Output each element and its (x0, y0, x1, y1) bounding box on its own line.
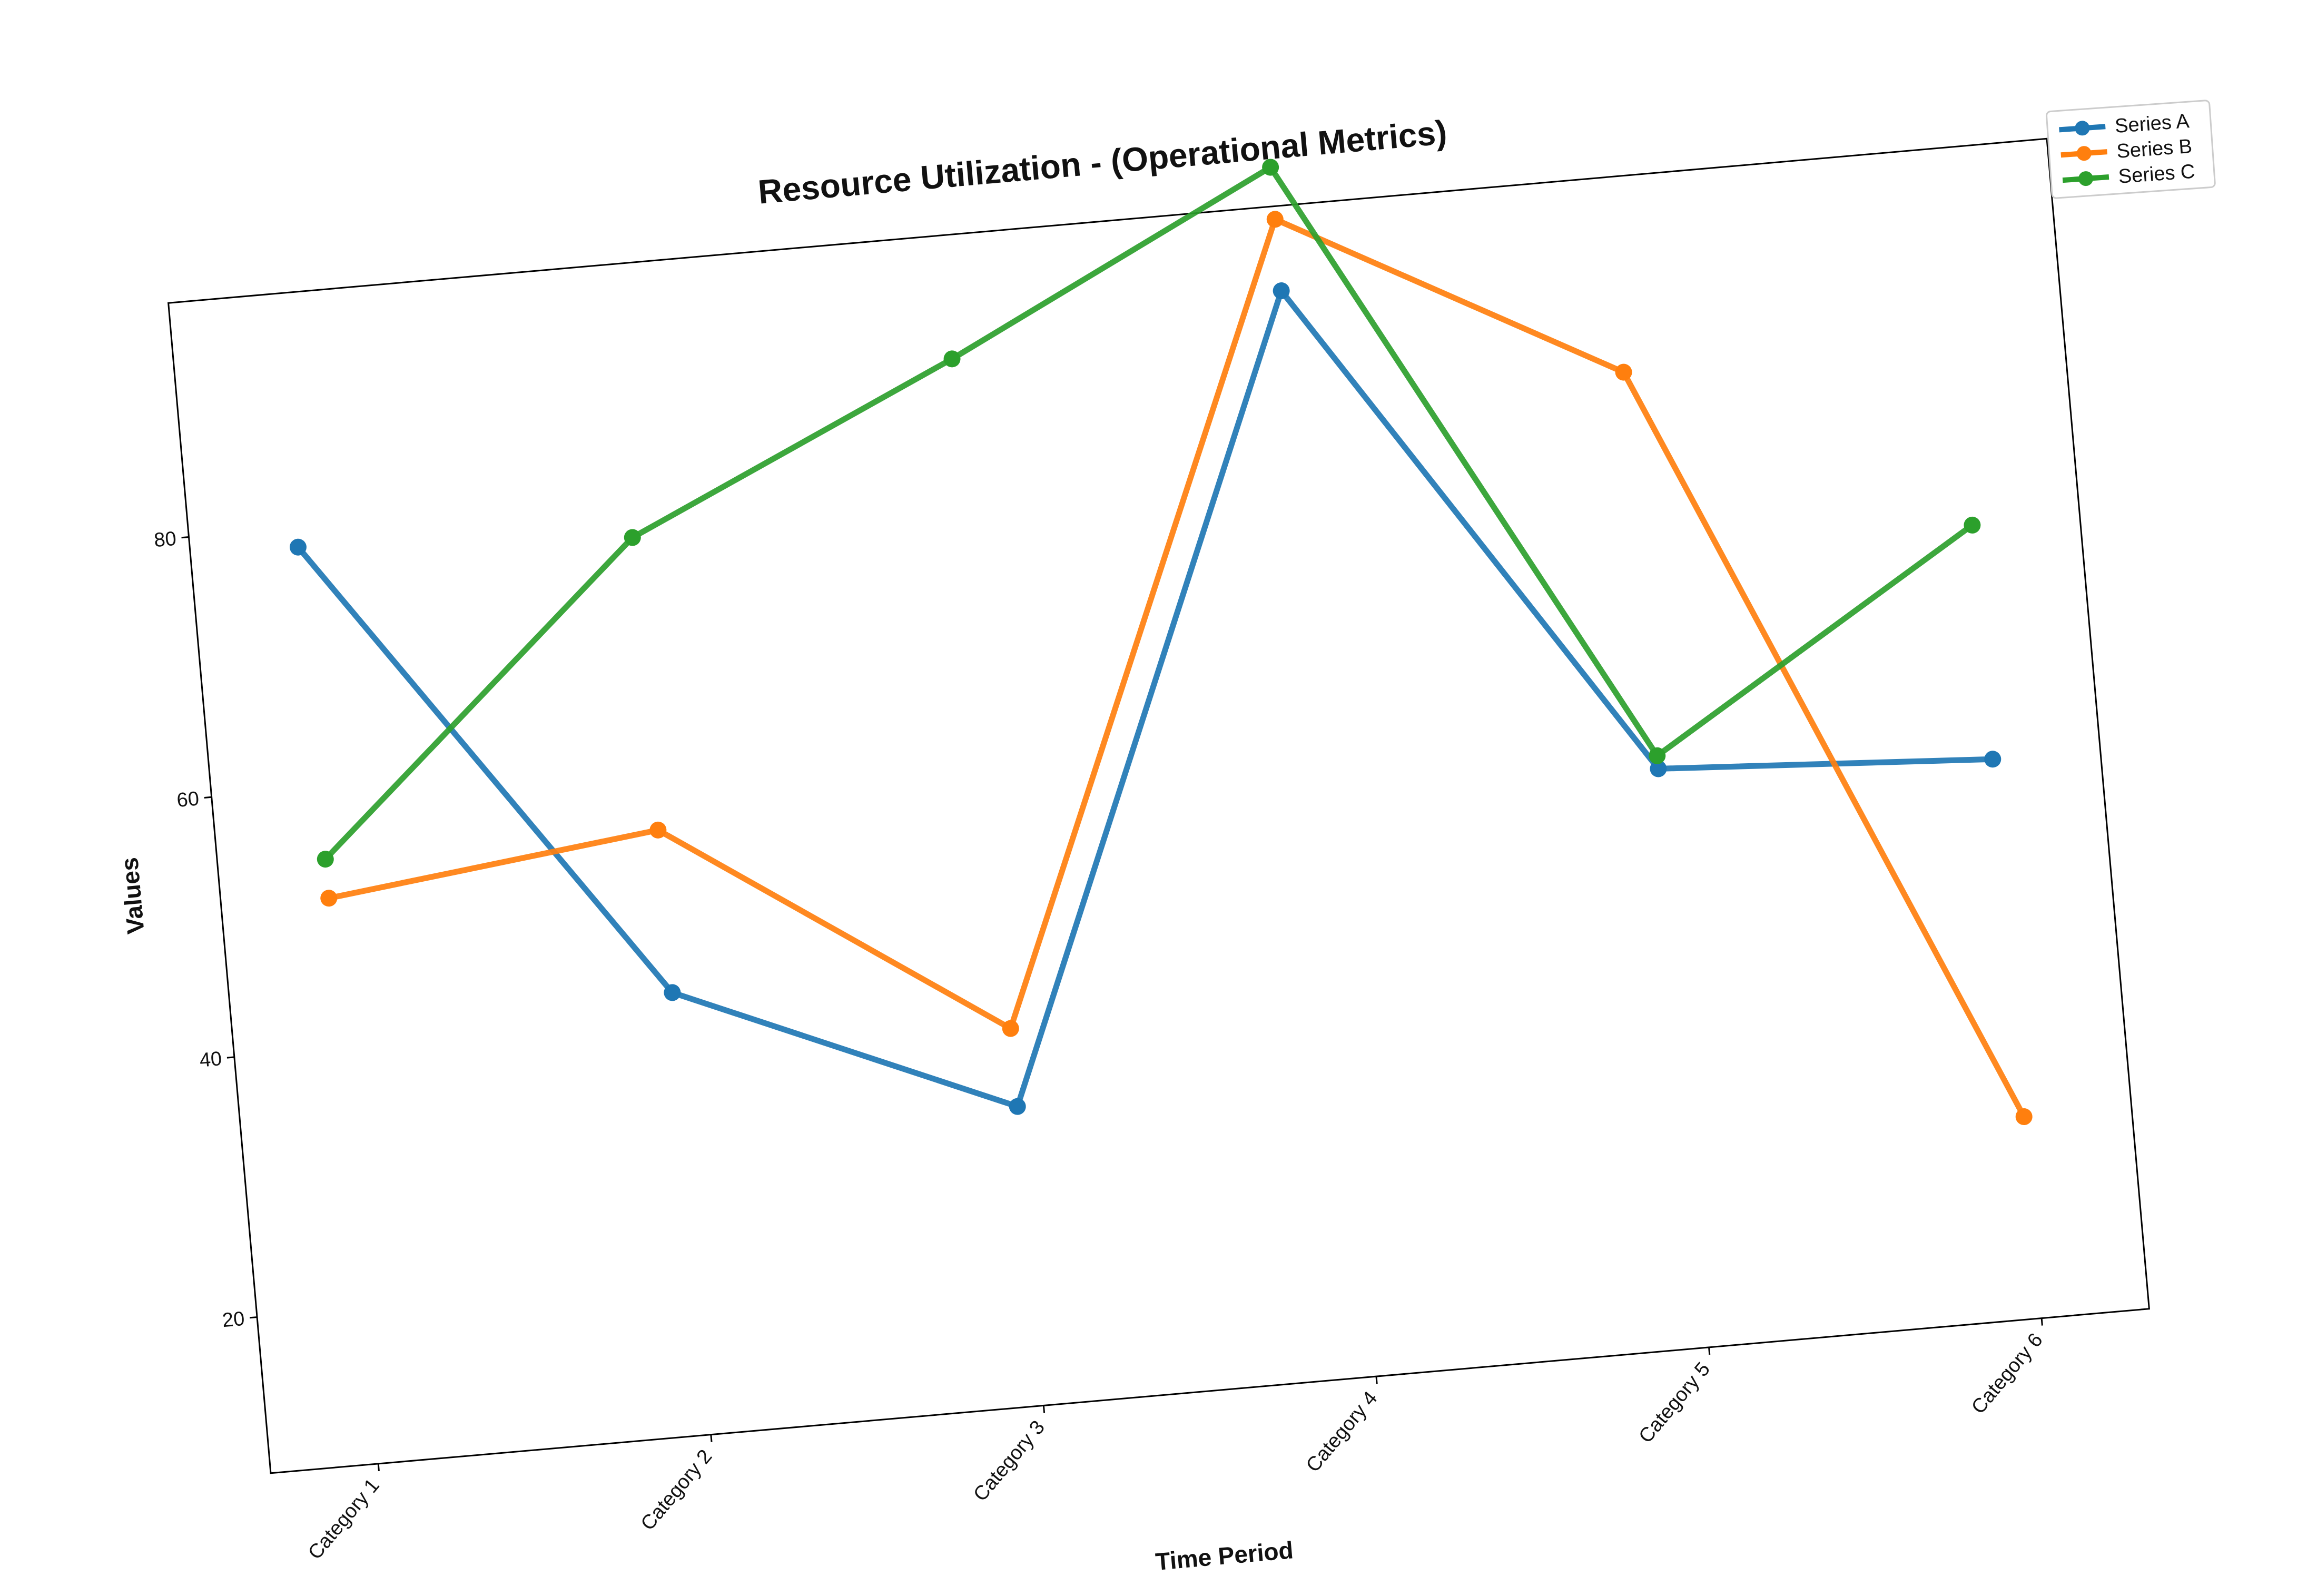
series-point (1002, 1020, 1019, 1037)
series-lines (295, 164, 2027, 1120)
x-tick-mark (1708, 1347, 1711, 1355)
x-tick-label: Category 5 (1634, 1358, 1714, 1447)
y-tick-label: 20 (221, 1308, 245, 1332)
y-tick-mark (181, 536, 189, 539)
series-point (649, 821, 667, 839)
y-axis-label: Values (115, 856, 150, 935)
legend-swatch-marker (2078, 171, 2094, 186)
legend-swatch-marker (2075, 121, 2090, 136)
series-points (289, 159, 2033, 1126)
x-tick-label: Category 6 (1967, 1329, 2047, 1418)
series-line-2 (326, 216, 2027, 1120)
legend-entry-label: Series B (2116, 135, 2193, 163)
y-tick-label: 80 (153, 528, 178, 552)
series-point (1009, 1098, 1026, 1115)
series-line-1 (295, 288, 1996, 1110)
series-point (289, 538, 307, 556)
plot-frame (167, 137, 2150, 1474)
legend-entry-label: Series C (2118, 161, 2196, 188)
x-tick-mark (1375, 1376, 1378, 1384)
series-point (1615, 363, 1632, 381)
series-point (1984, 751, 2002, 768)
legend-entry-label: Series A (2114, 110, 2191, 137)
series-point (664, 984, 681, 1001)
y-tick-mark (249, 1316, 258, 1319)
series-point (317, 851, 334, 868)
legend-swatch-marker (2076, 146, 2092, 161)
series-point (1650, 760, 1667, 777)
series-point (1649, 747, 1666, 764)
x-axis-ticks: Category 1 Category 2 Category 3 Category 4… (304, 1318, 2047, 1564)
series-point (1262, 159, 1279, 176)
series-point (943, 350, 961, 368)
series-point (624, 529, 641, 546)
x-tick-mark (377, 1463, 380, 1471)
y-axis-ticks: 20 40 60 80 (153, 528, 258, 1332)
x-tick-mark (1042, 1405, 1046, 1413)
x-tick-mark (710, 1434, 713, 1442)
x-tick-label: Category 2 (637, 1445, 717, 1534)
series-point (1273, 282, 1290, 300)
x-axis-label: Time Period (1155, 1536, 1295, 1575)
x-tick-label: Category 3 (969, 1416, 1049, 1505)
series-point (1266, 211, 1284, 228)
x-tick-label: Category 4 (1302, 1387, 1382, 1476)
series-line-3 (322, 164, 1975, 862)
series-point (2015, 1108, 2033, 1126)
series-point (320, 890, 338, 907)
y-tick-label: 40 (199, 1048, 223, 1072)
x-tick-label: Category 1 (304, 1475, 384, 1564)
y-tick-label: 60 (176, 787, 200, 812)
chart-title: Resource Utilization - (Operational Metr… (756, 113, 1448, 211)
y-tick-mark (226, 1056, 235, 1059)
series-point (1964, 516, 1981, 534)
